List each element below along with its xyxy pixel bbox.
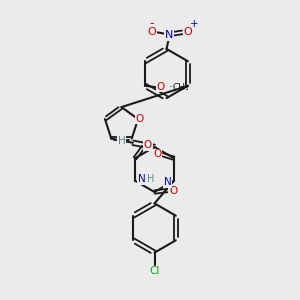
Text: H: H — [147, 174, 154, 184]
Text: O: O — [153, 149, 162, 159]
Text: O: O — [183, 26, 192, 37]
Text: O: O — [135, 113, 144, 124]
Text: methoxy: methoxy — [170, 86, 176, 87]
Text: N: N — [164, 177, 171, 187]
Text: +: + — [190, 19, 198, 29]
Text: Cl: Cl — [149, 266, 160, 276]
Text: -: - — [150, 17, 154, 30]
Text: N: N — [165, 30, 173, 40]
Text: H: H — [118, 136, 125, 146]
Text: CH₃: CH₃ — [172, 83, 189, 92]
Text: N: N — [138, 174, 146, 184]
Text: O: O — [156, 82, 164, 92]
Text: O: O — [144, 140, 152, 150]
Text: O: O — [148, 26, 157, 37]
Text: O: O — [169, 185, 177, 196]
